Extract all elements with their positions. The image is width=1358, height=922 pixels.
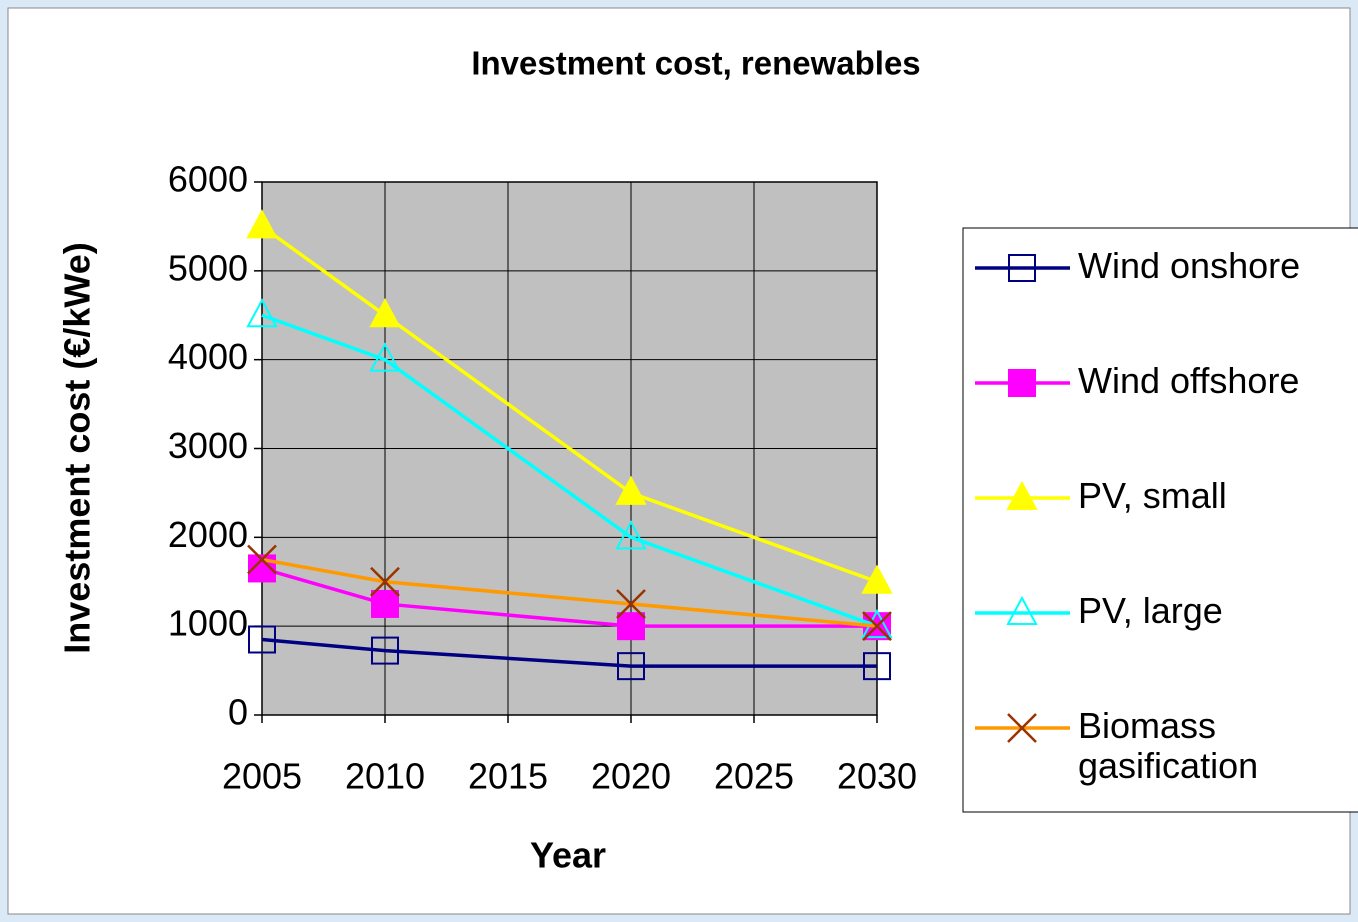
series-line bbox=[261, 313, 878, 628]
legend-entry: Wind onshore bbox=[1078, 246, 1301, 286]
series-line bbox=[261, 557, 878, 628]
y-tick-label: 1000 bbox=[168, 603, 248, 644]
marker bbox=[371, 589, 399, 618]
legend-marker bbox=[1007, 713, 1037, 743]
marker bbox=[246, 209, 278, 239]
legend-label: Wind onshore bbox=[1078, 246, 1301, 286]
marker bbox=[370, 566, 400, 597]
x-tick-label: 2005 bbox=[222, 756, 302, 797]
x-axis-label: Year bbox=[530, 835, 606, 876]
x-tick-label: 2030 bbox=[837, 756, 917, 797]
marker bbox=[369, 342, 401, 372]
series-line bbox=[261, 566, 877, 628]
marker bbox=[863, 652, 891, 681]
x-tick-label: 2010 bbox=[345, 756, 425, 797]
series-line bbox=[260, 224, 878, 584]
x-tick-label: 2015 bbox=[468, 756, 548, 797]
legend-marker bbox=[1008, 369, 1036, 397]
y-tick-label: 3000 bbox=[168, 425, 248, 466]
marker bbox=[369, 298, 401, 328]
series-line bbox=[261, 637, 877, 668]
marker bbox=[247, 544, 277, 575]
marker bbox=[246, 298, 278, 328]
legend-entry: Biomass gasification bbox=[1078, 706, 1259, 786]
marker bbox=[617, 612, 645, 641]
marker bbox=[615, 475, 647, 505]
marker bbox=[248, 625, 276, 654]
legend-marker bbox=[1006, 480, 1038, 510]
chart-title: Investment cost, renewables bbox=[471, 45, 920, 82]
y-tick-label: 6000 bbox=[168, 159, 248, 200]
marker bbox=[861, 564, 893, 594]
legend-entry: PV, large bbox=[1078, 591, 1223, 631]
y-tick-label: 0 bbox=[228, 692, 248, 733]
legend-label: Biomass gasification bbox=[1078, 706, 1259, 786]
marker bbox=[617, 652, 645, 681]
legend-label: Wind offshore bbox=[1078, 361, 1300, 401]
legend-marker bbox=[1008, 254, 1036, 282]
y-tick-label: 5000 bbox=[168, 247, 248, 288]
legend-marker bbox=[1006, 595, 1038, 625]
legend-entry: PV, small bbox=[1078, 476, 1227, 516]
legend-label: PV, large bbox=[1078, 591, 1223, 631]
legend-entry: Wind offshore bbox=[1078, 361, 1300, 401]
marker bbox=[616, 589, 646, 619]
y-tick-label: 2000 bbox=[168, 514, 248, 555]
marker bbox=[862, 611, 892, 642]
x-tick-label: 2020 bbox=[591, 756, 671, 797]
legend-label: PV, small bbox=[1078, 476, 1227, 516]
y-axis-label: Investment cost (€/kWe) bbox=[57, 242, 98, 653]
legend bbox=[962, 227, 1358, 813]
x-tick-label: 2025 bbox=[714, 756, 794, 797]
marker bbox=[615, 520, 647, 550]
y-tick-label: 4000 bbox=[168, 336, 248, 377]
marker bbox=[371, 636, 399, 665]
